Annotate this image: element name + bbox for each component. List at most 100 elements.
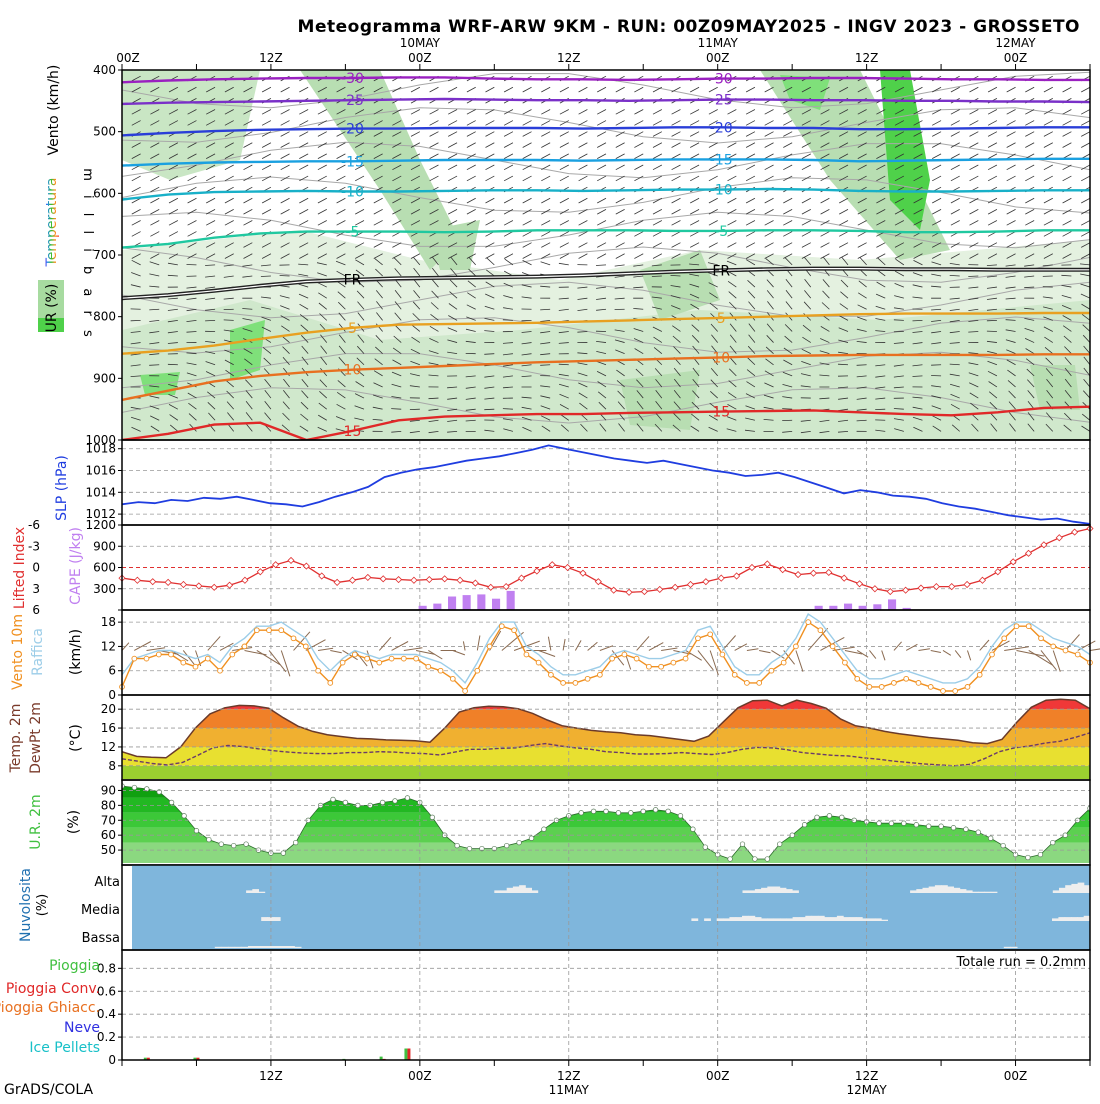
rh-point	[1038, 852, 1043, 857]
rh-point	[182, 814, 187, 819]
ytick-label: 12	[101, 639, 116, 653]
rh-point	[678, 814, 683, 819]
wind10-point	[1063, 648, 1068, 653]
cloud-high-cell	[1059, 888, 1066, 893]
wind10-point	[463, 689, 468, 694]
wind-arrow	[514, 641, 540, 650]
li-point	[518, 575, 524, 581]
bottom-time-label: 00Z	[1004, 1069, 1028, 1083]
cloud-high-cell	[519, 885, 526, 893]
li-point	[349, 577, 355, 583]
cloud-high-cell	[501, 890, 508, 893]
cloud-mid-cell	[274, 917, 281, 921]
wind10-point	[254, 628, 259, 633]
wind10-point	[843, 660, 848, 665]
isotherm-label: -20	[710, 120, 733, 136]
li-point	[688, 582, 694, 588]
wind10-point	[965, 685, 970, 690]
cloud-mid-cell	[869, 918, 876, 921]
rh-point	[293, 840, 298, 845]
wind-barb	[391, 409, 401, 410]
li-point	[150, 579, 156, 585]
cloud-low-cell	[222, 947, 229, 948]
rh-point	[988, 836, 993, 841]
wind-arrow	[931, 650, 941, 652]
wind-arrow	[563, 639, 565, 650]
cape-bar	[448, 597, 456, 611]
wind10-point	[414, 656, 419, 661]
rh-point	[331, 797, 336, 802]
cloud-mid-cell	[723, 918, 730, 921]
wind-arrow	[1078, 641, 1096, 651]
precip-total: Totale run = 0.2mm	[956, 955, 1086, 970]
wind10-point	[806, 620, 811, 625]
upper-temp-ylabel: Temperatura	[44, 178, 60, 268]
cape-ylabel: CAPE (J/kg)	[68, 527, 84, 605]
ytick-label: 20	[101, 702, 116, 716]
wind-barb	[113, 176, 122, 181]
wind-arrow	[955, 650, 961, 657]
rh-point	[964, 827, 969, 832]
cloud-mid-cell	[881, 920, 888, 921]
wind10-point	[904, 676, 909, 681]
li-tick-label: -6	[28, 518, 40, 532]
ytick-label: 50	[101, 843, 116, 857]
cloud-high-cell	[916, 889, 923, 893]
upper-ytick-label: 400	[93, 63, 116, 77]
wind10-point	[892, 681, 897, 686]
cloud-mid-cell	[856, 917, 863, 921]
wind-barb	[112, 419, 122, 420]
wind-arrow	[869, 650, 875, 658]
cloud-low-cell	[288, 946, 295, 948]
cloud-high-cell	[1071, 884, 1078, 893]
wind10-point	[1014, 624, 1019, 629]
cloud-high-cell	[532, 890, 539, 893]
wind10-point	[1051, 644, 1056, 649]
wind10-point	[928, 685, 933, 690]
bottom-time-label: 12Z	[557, 1069, 581, 1083]
wind10-point	[830, 644, 835, 649]
isotherm-label: -20	[341, 122, 364, 138]
rh-point	[666, 809, 671, 814]
wind-arrow	[269, 650, 286, 671]
top-date-label: 12MAY	[995, 36, 1036, 50]
rh-point	[405, 796, 410, 801]
upper-ytick-label: 600	[93, 186, 116, 200]
li-point	[365, 574, 371, 580]
temp-clip	[122, 699, 1090, 780]
rh-point	[840, 815, 845, 820]
top-time-label: 00Z	[706, 51, 730, 65]
bottom-time-label: 00Z	[706, 1069, 730, 1083]
cloud-low-cell	[268, 946, 275, 948]
upper-ytick-label: 500	[93, 125, 116, 139]
rh-point	[629, 811, 634, 816]
wind-barb	[894, 320, 904, 321]
wind-arrow	[539, 650, 555, 656]
wind10-point	[781, 660, 786, 665]
wind-barb	[652, 276, 662, 277]
cloud-low-cell	[1004, 947, 1011, 948]
wind10-point	[144, 656, 149, 661]
wind10-point	[267, 628, 272, 633]
cape-bar	[477, 594, 485, 610]
cloud-high-cell	[929, 887, 936, 894]
wind-arrow	[134, 642, 151, 651]
ytick-label: 8	[108, 759, 116, 773]
precip-legend-item: Neve	[64, 1020, 100, 1036]
wind10-point	[622, 652, 627, 657]
isotherm-label: 5	[717, 311, 726, 327]
cloud-high-cell	[1053, 890, 1060, 893]
wind10-point	[438, 668, 443, 673]
wind-arrow	[980, 640, 989, 650]
wind-barb	[838, 364, 848, 365]
rh-point	[169, 800, 174, 805]
rh-point	[740, 842, 745, 847]
top-time-label: 00Z	[116, 51, 140, 65]
wind10-point	[291, 636, 296, 641]
top-date-label: 11MAY	[698, 36, 739, 50]
rh-point	[343, 800, 348, 805]
isotherm-label: -25	[341, 93, 364, 109]
precip-rain-bar	[404, 1049, 407, 1061]
cloud-mid-cell	[755, 917, 762, 921]
